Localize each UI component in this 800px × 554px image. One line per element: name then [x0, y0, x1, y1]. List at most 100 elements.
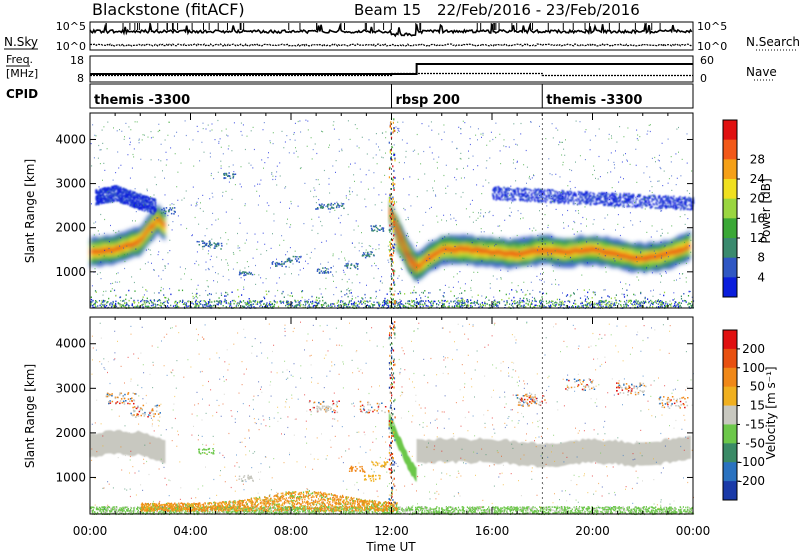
- colorbar-tick-label: 15: [750, 399, 765, 413]
- beam-label: Beam 15: [354, 1, 421, 19]
- velocity-colorbar: 200 100 50 15 -15 -50 -100 -200: [722, 329, 765, 501]
- velocity-noon-descent: [389, 413, 417, 482]
- colorbar-tick-label: -15: [745, 417, 765, 431]
- colorbar-tick-label: 50: [750, 380, 765, 394]
- colorbar-swatch: [723, 238, 737, 259]
- x-tick-label: 12:00: [374, 524, 409, 538]
- velocity-ground-scatter: [90, 490, 695, 516]
- colorbar-tick-label: 28: [750, 152, 765, 166]
- cpid-segment-label: themis -3300: [546, 93, 642, 108]
- y-tick-label: 1000: [55, 265, 86, 279]
- colorbar-swatch: [723, 405, 737, 425]
- power-panel: 1000 2000 3000 4000: [55, 112, 695, 310]
- velocity-scatter: [90, 321, 695, 516]
- colorbar-swatch: [723, 424, 737, 444]
- colorbar-swatch: [723, 330, 737, 350]
- nsearch-line: [89, 42, 692, 47]
- colorbar-tick-label: 16: [750, 211, 765, 225]
- x-tick-label: 00:00: [676, 524, 711, 538]
- colorbar-swatch: [723, 386, 737, 407]
- velocity-noise: [91, 321, 694, 512]
- colorbar-tick-label: 8: [757, 251, 765, 265]
- colorbar-tick-label: 12: [750, 231, 765, 245]
- nsky-strip: N.Sky 10^5 10^0 10^5 10^0 N.Search: [4, 20, 800, 53]
- x-tick-label: 16:00: [475, 524, 510, 538]
- colorbar-swatch: [723, 443, 737, 463]
- colorbar-swatch: [723, 139, 737, 160]
- colorbar-swatch: [723, 462, 737, 482]
- colorbar-tick-label: 20: [750, 192, 765, 206]
- colorbar-tick-label: -50: [745, 436, 765, 450]
- power-main-band: [90, 203, 691, 282]
- colorbar-swatch: [723, 257, 737, 278]
- nsky-line: [89, 23, 693, 38]
- velocity-grey-band: [90, 429, 691, 468]
- nsky-tick-top: 10^5: [56, 20, 86, 33]
- y-tick-label: 4000: [55, 337, 86, 351]
- cpid-segment-label: themis -3300: [94, 93, 190, 108]
- freq-line: [90, 63, 693, 75]
- colorbar-swatch: [723, 120, 737, 141]
- nsky-tick-bottom: 10^0: [56, 40, 86, 53]
- y-tick-label: 3000: [55, 177, 86, 191]
- power-noon-descent: [389, 198, 417, 281]
- colorbar-tick-label: 24: [750, 172, 765, 186]
- x-axis: 00:00 04:00 08:00 12:00 16:00 20:00 00:00: [73, 524, 711, 538]
- x-tick-label: 04:00: [173, 524, 208, 538]
- y-tick-label: 2000: [55, 221, 86, 235]
- x-tick-label: 08:00: [274, 524, 309, 538]
- nave-tick-top: 60: [700, 54, 714, 67]
- nave-line: [90, 72, 693, 77]
- colorbar-swatch: [723, 481, 737, 501]
- freq-strip: Freq. [MHz] 18 8 60 0 Nave: [6, 53, 777, 85]
- colorbar-tick-label: 100: [742, 361, 765, 375]
- nsky-label: N.Sky: [4, 35, 38, 49]
- colorbar-swatch: [723, 218, 737, 239]
- nsearch-tick-top: 10^5: [697, 20, 727, 33]
- velocity-y-axis-label: Slant Range [km]: [23, 364, 37, 468]
- colorbar-tick-label: 4: [757, 270, 765, 284]
- station-title: Blackstone (fitACF): [92, 0, 245, 19]
- freq-tick-top: 18: [70, 54, 84, 67]
- y-tick-label: 4000: [55, 132, 86, 146]
- colorbar-swatch: [723, 277, 737, 298]
- nave-label: Nave: [746, 65, 777, 79]
- power-scatter: [90, 117, 695, 310]
- nsky-trace: [89, 23, 693, 47]
- nave-tick-bottom: 0: [700, 72, 707, 85]
- colorbar-tick-label: -100: [738, 455, 765, 469]
- power-scatter-blobs: [160, 172, 385, 277]
- colorbar-swatch: [723, 179, 737, 200]
- y-tick-label: 3000: [55, 381, 86, 395]
- date-range: 22/Feb/2016 - 23/Feb/2016: [437, 1, 640, 19]
- power-y-axis-label: Slant Range [km]: [23, 159, 37, 263]
- nsearch-label: N.Search: [746, 35, 800, 49]
- colorbar-tick-label: -200: [738, 474, 765, 488]
- colorbar-swatch: [723, 348, 737, 369]
- y-tick-label: 1000: [55, 470, 86, 484]
- cpid-segment-label: rbsp 200: [396, 93, 460, 108]
- power-upper-band: [95, 185, 695, 215]
- colorbar-frame: [722, 329, 738, 501]
- x-axis-label: Time UT: [365, 540, 416, 554]
- y-tick-label: 2000: [55, 426, 86, 440]
- x-tick-label: 20:00: [575, 524, 610, 538]
- freq-tick-bottom: 8: [77, 72, 84, 85]
- nsearch-tick-bottom: 10^0: [697, 40, 727, 53]
- colorbar-swatch: [723, 367, 737, 388]
- velocity-colorbar-label: Velocity [m s⁻¹]: [764, 366, 778, 459]
- colorbar-swatch: [723, 198, 737, 219]
- x-tick-label: 00:00: [73, 524, 108, 538]
- velocity-upper-patches: [105, 378, 689, 418]
- freq-trace: [90, 63, 693, 77]
- velocity-panel: 1000 2000 3000 4000: [55, 316, 695, 516]
- freq-label-line2: [MHz]: [6, 67, 38, 80]
- cpid-strip: CPID themis -3300 rbsp 200 themis -3300: [6, 83, 694, 109]
- cpid-label: CPID: [6, 87, 38, 101]
- colorbar-frame: [722, 119, 738, 298]
- power-colorbar: 4 8 12 16 20 24 28: [722, 119, 765, 298]
- freq-label-line1: Freq.: [6, 53, 33, 66]
- power-colorbar-label: Power [dB]: [759, 178, 773, 243]
- colorbar-swatch: [723, 159, 737, 180]
